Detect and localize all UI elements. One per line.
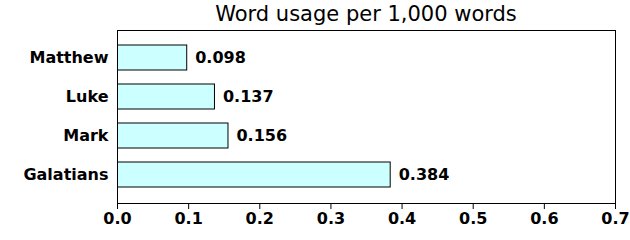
svg-text:Matthew: Matthew [29, 48, 108, 67]
svg-text:0.4: 0.4 [388, 209, 416, 228]
svg-text:0.1: 0.1 [174, 209, 202, 228]
svg-text:0.2: 0.2 [246, 209, 274, 228]
svg-text:0.137: 0.137 [223, 87, 274, 106]
svg-text:0.384: 0.384 [399, 165, 450, 184]
svg-text:0.098: 0.098 [195, 48, 246, 67]
html-text:Word usage per 1,000 words: Word usage per 1,000 words [215, 2, 517, 26]
svg-text:Luke: Luke [66, 87, 109, 106]
svg-text:0.7: 0.7 [601, 209, 629, 228]
svg-text:0.0: 0.0 [103, 209, 131, 228]
svg-text:0.6: 0.6 [530, 209, 558, 228]
svg-text:Galatians: Galatians [23, 165, 108, 184]
svg-text:0.3: 0.3 [317, 209, 345, 228]
svg-text:0.5: 0.5 [459, 209, 487, 228]
svg-text:Mark: Mark [63, 126, 109, 145]
svg-text:0.156: 0.156 [236, 126, 287, 145]
